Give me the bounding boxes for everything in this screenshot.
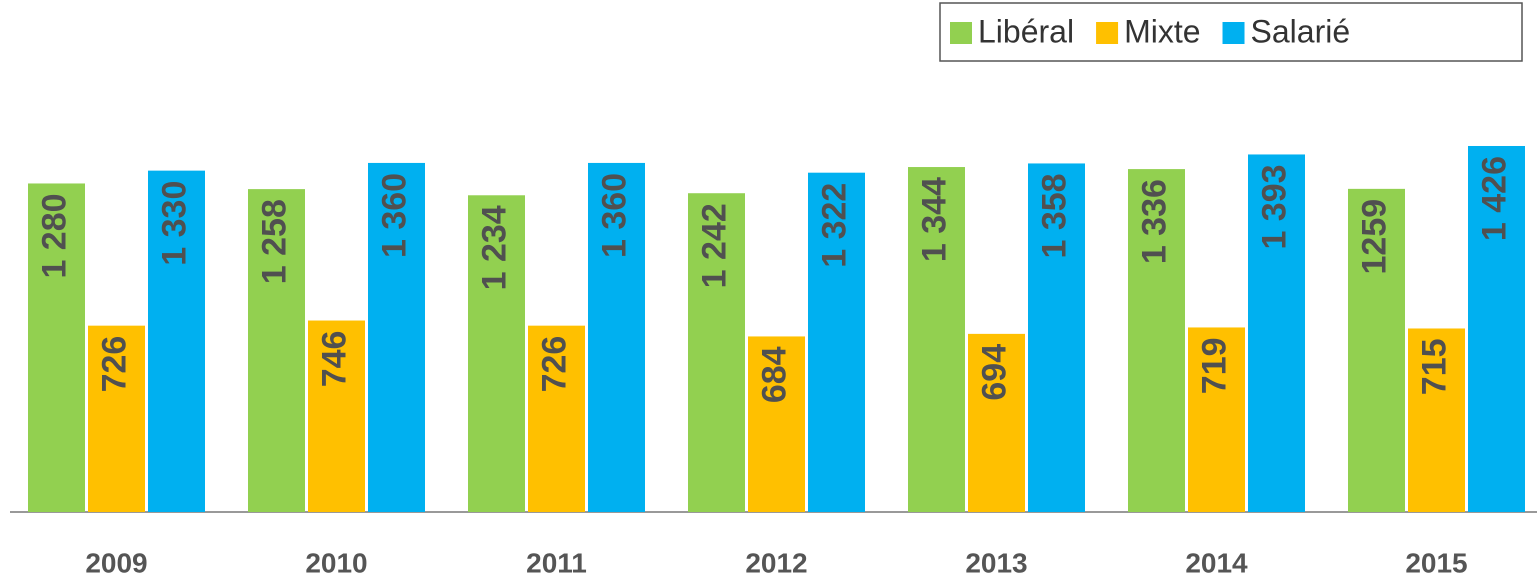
value-label: 1 360: [595, 173, 633, 258]
value-label: 1 322: [815, 183, 853, 268]
value-label: 1 360: [375, 173, 413, 258]
legend-label: Libéral: [978, 13, 1074, 49]
legend-label: Salarié: [1251, 13, 1351, 49]
value-label: 1 330: [155, 181, 193, 266]
x-tick-label: 2012: [745, 547, 807, 578]
legend-label: Mixte: [1124, 13, 1200, 49]
value-label: 684: [755, 346, 793, 403]
value-label: 1 280: [35, 193, 73, 278]
value-label: 1 336: [1135, 179, 1173, 264]
value-label: 1 358: [1035, 173, 1073, 258]
value-label: 1 242: [695, 203, 733, 288]
x-tick-label: 2011: [526, 547, 587, 578]
legend-swatch: [950, 22, 972, 44]
chart: 1 280 726 1 330 2009 1 258 746 1 360 2010 1 234 7…: [0, 0, 1537, 581]
x-tick-label: 2014: [1185, 547, 1248, 578]
value-label: 1 234: [475, 205, 513, 290]
value-label: 1 426: [1475, 156, 1513, 241]
value-label: 1 344: [915, 177, 953, 262]
legend-swatch: [1223, 22, 1245, 44]
legend-swatch: [1096, 22, 1118, 44]
value-label: 1259: [1355, 199, 1393, 275]
x-tick-label: 2009: [85, 547, 147, 578]
value-label: 694: [975, 344, 1013, 401]
value-label: 726: [95, 336, 133, 393]
value-label: 726: [535, 336, 573, 393]
value-label: 1 393: [1255, 164, 1293, 249]
x-tick-label: 2015: [1405, 547, 1467, 578]
value-label: 715: [1415, 338, 1453, 395]
value-label: 719: [1195, 337, 1233, 394]
value-label: 746: [315, 331, 353, 388]
x-tick-label: 2013: [965, 547, 1027, 578]
value-label: 1 258: [255, 199, 293, 284]
x-tick-label: 2010: [305, 547, 367, 578]
